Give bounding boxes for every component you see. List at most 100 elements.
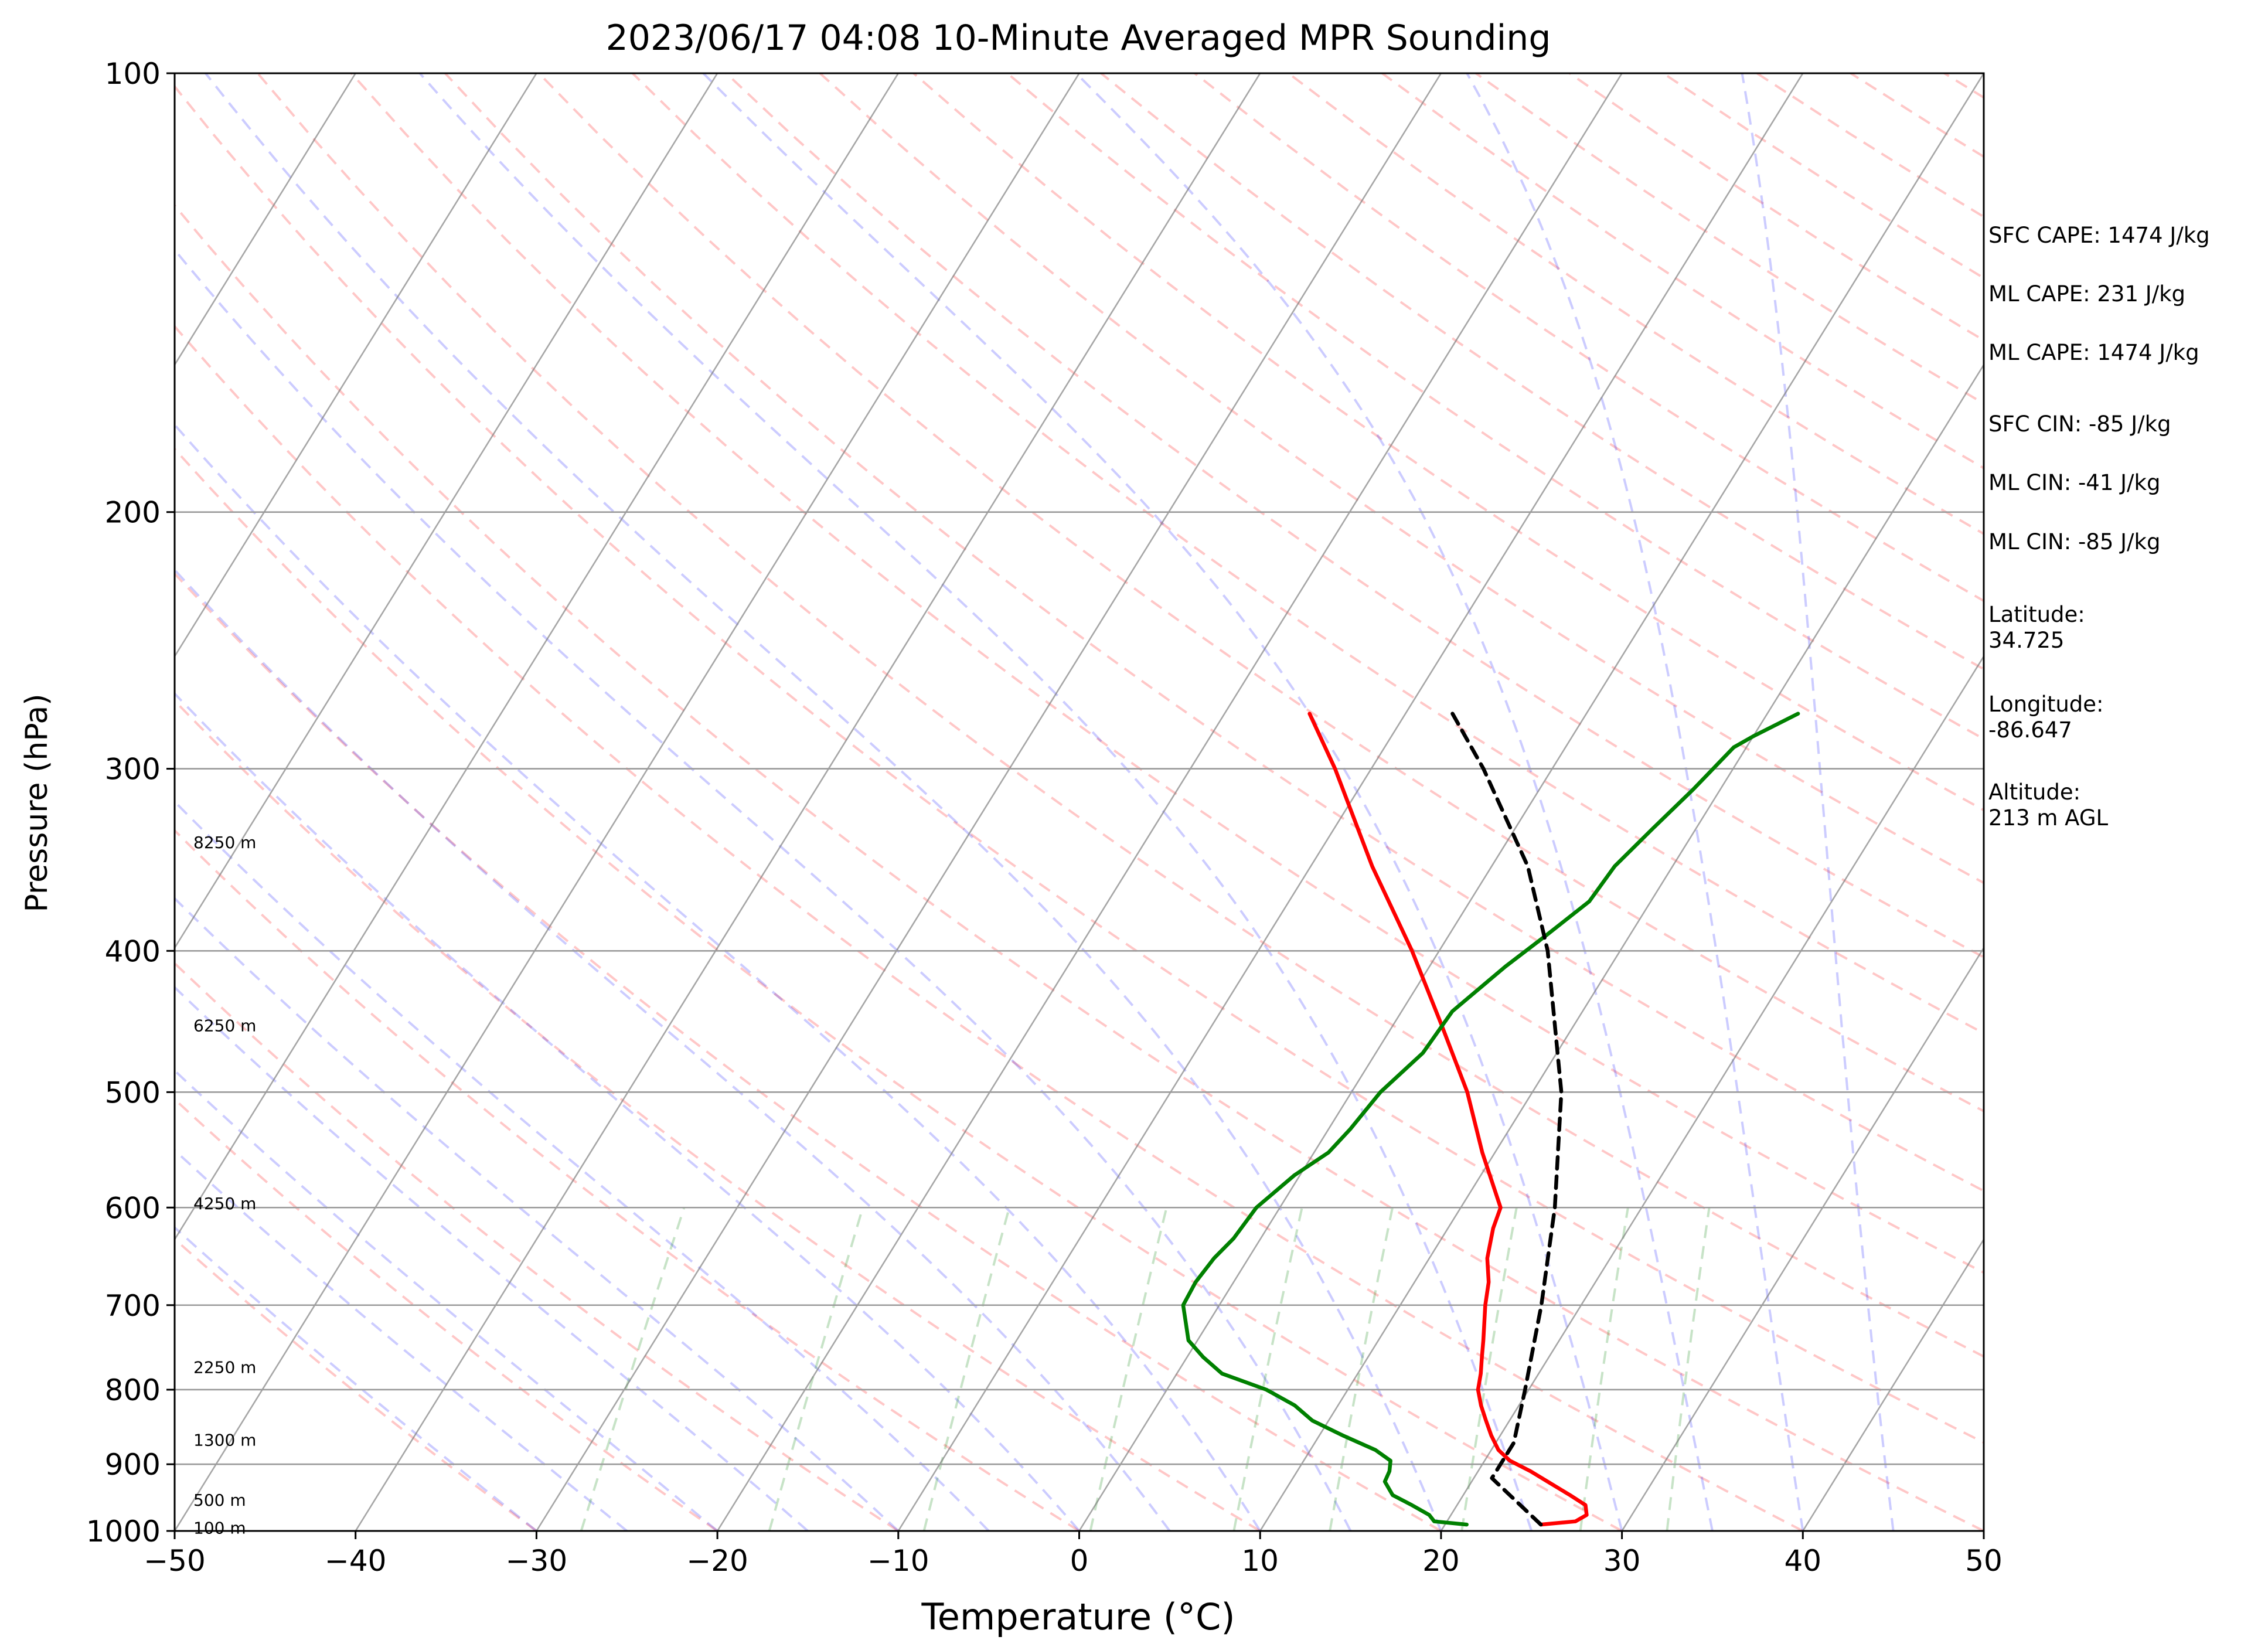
- y-tick-label: 800: [105, 1373, 161, 1407]
- mixing-ratio-line: [768, 1207, 864, 1531]
- isotherm: [1259, 363, 1984, 1531]
- isotherm: [175, 73, 899, 1241]
- background-lines: [175, 73, 1984, 1531]
- y-tick-label: 200: [105, 496, 161, 530]
- altitude-label: Altitude: 213 m AGL: [1988, 780, 2109, 831]
- y-tick-label: 900: [105, 1448, 161, 1482]
- y-tick-label: 1000: [86, 1515, 161, 1549]
- ml-cape-label-2: ML CAPE: 1474 J/kg: [1988, 340, 2199, 365]
- dry-adiabat: [175, 203, 1984, 1531]
- x-tick-label: −10: [867, 1544, 929, 1578]
- moist-adiabat: [175, 568, 1171, 1531]
- moist-adiabat: [418, 73, 1533, 1531]
- moist-adiabat: [702, 73, 1623, 1531]
- y-tick-label: 300: [105, 753, 161, 787]
- mixing-ratio-line: [922, 1207, 1011, 1531]
- mixing-ratio-line: [1329, 1207, 1394, 1531]
- isotherm: [1078, 73, 1984, 1531]
- moist-adiabat: [175, 423, 1261, 1531]
- y-tick-label: 400: [105, 934, 161, 968]
- dry-adiabat: [175, 829, 1080, 1531]
- x-tick-label: 40: [1784, 1544, 1821, 1578]
- isotherm: [1440, 655, 1984, 1531]
- isotherm: [175, 73, 718, 950]
- isotherm: [1621, 946, 1984, 1531]
- isotherm: [897, 73, 1804, 1531]
- pressure-gridlines: [175, 511, 1984, 1465]
- x-tick-label: 20: [1422, 1544, 1460, 1578]
- x-tick-label: 0: [1070, 1544, 1089, 1578]
- ml-cin-label: ML CIN: -41 J/kg: [1988, 470, 2161, 495]
- x-tick-label: −20: [686, 1544, 748, 1578]
- mixing-ratio-line: [1666, 1207, 1711, 1531]
- ml-cape-label: ML CAPE: 231 J/kg: [1988, 281, 2186, 307]
- y-tick-label: 600: [105, 1191, 161, 1225]
- dry-adiabat: [175, 699, 1261, 1531]
- y-tick-label: 100: [105, 57, 161, 91]
- x-tick-label: −30: [506, 1544, 568, 1578]
- dry-adiabat: [257, 73, 1984, 1358]
- isotherm: [175, 73, 537, 658]
- height-label: 2250 m: [193, 1358, 256, 1377]
- dry-adiabat: [912, 73, 1984, 812]
- dry-adiabat: [175, 447, 1623, 1531]
- moist-adiabat: [175, 248, 1352, 1531]
- latitude-label: Latitude: 34.725: [1988, 602, 2085, 653]
- isotherm: [536, 73, 1442, 1531]
- moist-adiabat: [175, 1068, 718, 1531]
- y-tick-label: 500: [105, 1076, 161, 1110]
- sfc-cape-label: SFC CAPE: 1474 J/kg: [1988, 223, 2210, 248]
- dry-adiabat: [175, 571, 1442, 1531]
- dry-adiabat: [175, 1237, 537, 1531]
- temperature-line: [1307, 712, 1589, 1527]
- moist-adiabat: [175, 1226, 537, 1531]
- chart-title: 2023/06/17 04:08 10-Minute Averaged MPR …: [606, 18, 1551, 59]
- ml-cin-label-2: ML CIN: -85 J/kg: [1988, 529, 2161, 554]
- dry-adiabat: [175, 961, 899, 1531]
- dry-adiabat: [537, 73, 1984, 1113]
- moist-adiabat: [1075, 73, 1714, 1531]
- dry-adiabat: [175, 84, 1984, 1444]
- x-tick-label: 50: [1965, 1544, 2003, 1578]
- moist-adiabat: [1741, 73, 1895, 1531]
- sfc-cin-label: SFC CIN: -85 J/kg: [1988, 411, 2171, 437]
- dewpoint-line: [1181, 712, 1800, 1527]
- moist-adiabat: [205, 73, 1442, 1531]
- height-label: 100 m: [193, 1519, 246, 1538]
- x-tick-label: −50: [144, 1544, 206, 1578]
- y-tick-label: 700: [105, 1289, 161, 1323]
- sounding-traces: [1181, 712, 1800, 1527]
- x-tick-label: 10: [1241, 1544, 1279, 1578]
- moist-adiabat: [1466, 73, 1804, 1531]
- height-label: 4250 m: [193, 1194, 256, 1213]
- x-axis-label: Temperature (°C): [921, 1595, 1235, 1638]
- isotherm: [1802, 1238, 1984, 1531]
- dry-adiabat: [350, 73, 1984, 1274]
- mixing-ratio-line: [580, 1207, 686, 1531]
- dry-adiabat: [175, 1097, 718, 1531]
- isotherm: [175, 73, 356, 366]
- height-label: 1300 m: [193, 1431, 256, 1450]
- moist-adiabat: [175, 692, 1081, 1531]
- moist-adiabat: [175, 897, 900, 1531]
- height-label: 8250 m: [193, 833, 256, 852]
- dry-adiabat: [1100, 73, 1984, 671]
- height-labels: 100 m 500 m 1300 m 2250 m 4250 m 6250 m 8250 m: [193, 833, 256, 1537]
- isotherm: [355, 73, 1261, 1531]
- isotherm: [716, 73, 1623, 1531]
- longitude-label: Longitude: -86.647: [1988, 692, 2104, 743]
- mixing-ratio-line: [1089, 1207, 1168, 1531]
- moist-adiabat: [175, 1148, 628, 1531]
- mixing-ratio-line: [1579, 1207, 1629, 1531]
- x-tick-label: 30: [1603, 1544, 1641, 1578]
- mixing-ratio-line: [1232, 1207, 1303, 1531]
- moist-adiabat: [175, 985, 809, 1531]
- height-label: 500 m: [193, 1491, 246, 1510]
- isotherm: [175, 73, 1080, 1531]
- y-axis-label: Pressure (hPa): [19, 694, 55, 913]
- dry-adiabat: [725, 73, 1984, 959]
- x-tick-label: −40: [325, 1544, 387, 1578]
- height-label: 6250 m: [193, 1016, 256, 1036]
